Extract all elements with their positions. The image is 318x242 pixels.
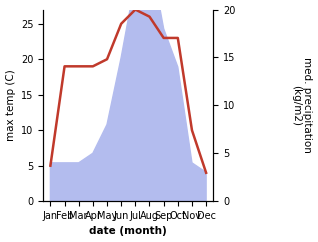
Y-axis label: med. precipitation
(kg/m2): med. precipitation (kg/m2) [291, 57, 313, 153]
Y-axis label: max temp (C): max temp (C) [5, 69, 16, 141]
X-axis label: date (month): date (month) [89, 227, 167, 236]
